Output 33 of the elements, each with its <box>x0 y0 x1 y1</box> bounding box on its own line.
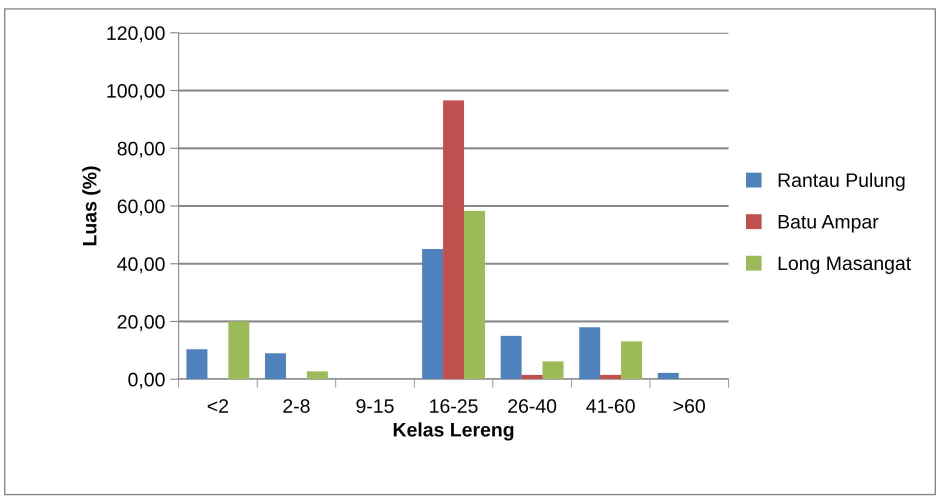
bar <box>422 249 444 380</box>
y-tick-label: 0,00 <box>128 372 165 389</box>
legend-label: Long Masangat <box>778 256 912 274</box>
x-tick-label: 41-60 <box>586 399 635 413</box>
bar <box>542 361 564 380</box>
legend-label: Batu Ampar <box>778 215 878 232</box>
y-tick-label: 80,00 <box>118 142 165 158</box>
x-tick-label: 9-15 <box>356 399 394 413</box>
bar <box>579 327 600 380</box>
y-tick-label: 100,00 <box>107 84 165 100</box>
bar <box>186 349 208 380</box>
x-tick-label: 26-40 <box>508 399 556 413</box>
x-tick-label: 2-8 <box>283 399 310 413</box>
bar <box>522 374 543 380</box>
x-tick-label: 16-25 <box>430 399 478 413</box>
y-tick-label: 120,00 <box>107 26 165 42</box>
bar <box>228 321 250 380</box>
bar <box>443 100 464 380</box>
y-tick-label: 60,00 <box>118 199 165 216</box>
bar <box>600 374 622 380</box>
y-axis-title: Luas (%) <box>82 166 100 246</box>
y-tick-label: 40,00 <box>117 257 165 274</box>
x-tick-label: >60 <box>674 399 705 413</box>
x-axis-title: Kelas Lereng <box>394 422 514 441</box>
bar <box>621 341 642 380</box>
bar <box>658 372 679 380</box>
x-tick-label: <2 <box>208 399 228 413</box>
y-tick-label: 20,00 <box>118 314 165 332</box>
bar <box>306 371 328 380</box>
bar <box>265 353 286 380</box>
legend-label: Rantau Pulung <box>778 172 905 191</box>
bar <box>464 210 485 380</box>
bar <box>500 336 522 380</box>
